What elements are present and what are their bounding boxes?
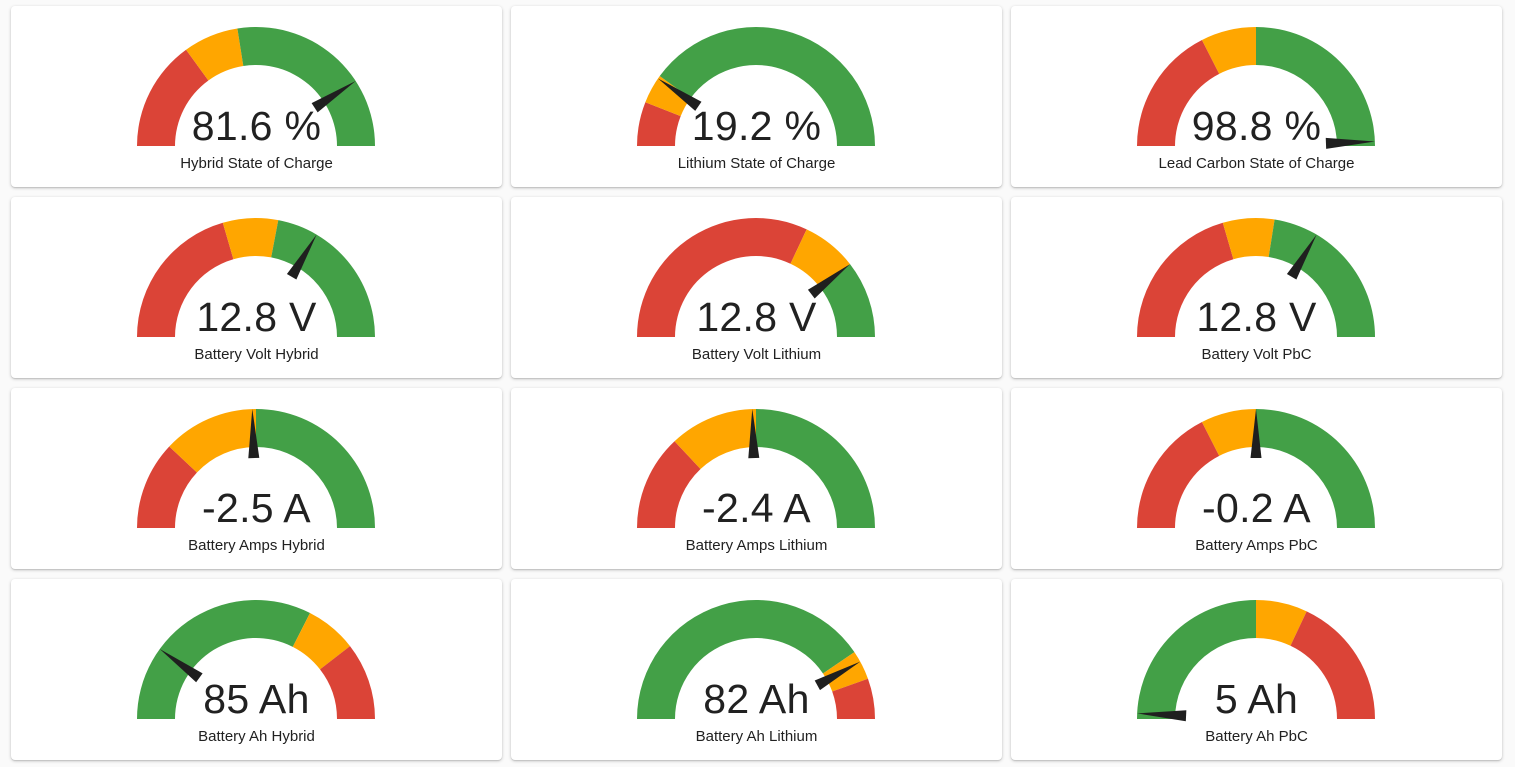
gauge-card-ah-lithium[interactable]: 82 Ah Battery Ah Lithium (511, 579, 1002, 760)
gauge-needle (1137, 710, 1187, 722)
gauge-needle (748, 409, 760, 459)
gauge-segment-green (1137, 600, 1256, 719)
gauge-volt-hybrid (137, 218, 375, 337)
gauge-segment-red (637, 217, 807, 337)
gauge-segment-red (1137, 222, 1234, 337)
gauge-segment-yellow (1222, 218, 1275, 260)
gauge-label: Battery Volt Hybrid (194, 346, 319, 363)
gauge-card-volt-pbc[interactable]: 12.8 V Battery Volt PbC (1011, 197, 1502, 378)
gauge-label: Battery Ah PbC (1205, 728, 1308, 745)
gauge-card-hybrid-soc[interactable]: 81.6 % Hybrid State of Charge (11, 6, 502, 187)
gauge-ah-lithium (637, 600, 875, 719)
gauge-label: Battery Volt PbC (1201, 346, 1312, 363)
gauge-needle (248, 409, 260, 459)
gauge-needle (1325, 137, 1375, 149)
gauge-segment-yellow (1256, 600, 1307, 646)
gauge-amps-lithium (637, 409, 875, 528)
gauge-segment-yellow (790, 229, 851, 288)
gauge-lithium-soc (637, 26, 875, 146)
gauge-segment-green (237, 26, 375, 146)
gauge-segment-yellow (186, 28, 244, 81)
gauge-card-volt-hybrid[interactable]: 12.8 V Battery Volt Hybrid (11, 197, 502, 378)
gauge-segment-green (271, 220, 375, 337)
gauge-segment-green (659, 26, 875, 146)
gauge-segment-yellow (222, 218, 279, 260)
gauge-segment-green (1268, 219, 1375, 337)
gauge-segment-green (1256, 27, 1375, 146)
gauge-value: 12.8 V (196, 294, 317, 340)
gauge-segment-yellow (645, 76, 691, 117)
gauge-segment-yellow (674, 409, 756, 469)
gauge-card-amps-lithium[interactable]: -2.4 A Battery Amps Lithium (511, 388, 1002, 569)
gauge-segment-green (820, 264, 875, 337)
gauge-value: -2.5 A (202, 485, 311, 531)
gauge-segment-red (637, 102, 681, 146)
gauge-value: 19.2 % (691, 103, 822, 149)
gauge-segment-yellow (292, 612, 351, 670)
gauge-needle (1286, 234, 1317, 280)
gauge-segment-red (137, 49, 209, 147)
gauge-segment-green (1256, 409, 1375, 528)
gauge-hybrid-soc (137, 26, 375, 147)
gauge-needle (1250, 409, 1262, 458)
gauge-value: 98.8 % (1191, 103, 1322, 149)
gauge-card-volt-lithium[interactable]: 12.8 V Battery Volt Lithium (511, 197, 1002, 378)
gauge-segment-red (1137, 421, 1220, 528)
gauge-segment-red (832, 678, 875, 719)
gauge-value: 85 Ah (203, 676, 310, 722)
gauge-label: Battery Volt Lithium (691, 346, 822, 363)
gauge-label: Battery Amps Hybrid (188, 537, 325, 554)
gauge-segment-yellow (1201, 27, 1256, 74)
gauge-card-ah-pbc[interactable]: 5 Ah Battery Ah PbC (1011, 579, 1502, 760)
gauge-segment-red (320, 646, 375, 719)
gauge-segment-red (1290, 611, 1375, 719)
gauge-volt-lithium (637, 217, 875, 337)
gauge-label: Hybrid State of Charge (180, 155, 333, 172)
gauge-amps-pbc (1137, 409, 1375, 528)
gauge-label: Battery Ah Hybrid (198, 728, 315, 745)
gauge-segment-red (137, 222, 234, 337)
gauge-value: -2.4 A (702, 485, 811, 531)
gauge-segment-green (256, 409, 375, 528)
gauge-segment-yellow (1201, 409, 1256, 456)
gauge-segment-green (637, 600, 855, 719)
gauge-value: 12.8 V (696, 294, 817, 340)
gauge-needle (311, 80, 356, 113)
gauge-volt-pbc (1137, 218, 1375, 337)
gauge-value: 81.6 % (191, 103, 322, 149)
gauge-lead-carbon-soc (1137, 27, 1375, 149)
gauge-segment-green (137, 600, 311, 719)
gauge-card-lead-carbon-soc[interactable]: 98.8 % Lead Carbon State of Charge (1011, 6, 1502, 187)
gauge-segment-red (637, 441, 701, 528)
gauge-needle (814, 661, 861, 691)
gauge-card-lithium-soc[interactable]: 19.2 % Lithium State of Charge (511, 6, 1002, 187)
gauge-value: -0.2 A (1202, 485, 1311, 531)
gauge-segment-red (137, 446, 197, 528)
gauge-label: Battery Ah Lithium (695, 728, 818, 745)
gauge-label: Battery Amps PbC (1195, 537, 1318, 554)
gauge-value: 82 Ah (703, 676, 810, 722)
gauge-card-amps-pbc[interactable]: -0.2 A Battery Amps PbC (1011, 388, 1502, 569)
gauge-segment-yellow (169, 409, 256, 473)
gauge-label: Lithium State of Charge (677, 155, 836, 172)
gauge-ah-pbc (1137, 600, 1375, 722)
gauge-ah-hybrid (137, 600, 375, 719)
gauge-label: Battery Amps Lithium (685, 537, 828, 554)
gauge-amps-hybrid (137, 409, 375, 528)
gauge-card-amps-hybrid[interactable]: -2.5 A Battery Amps Hybrid (11, 388, 502, 569)
gauge-needle (286, 234, 317, 280)
gauge-label: Lead Carbon State of Charge (1158, 155, 1355, 172)
gauge-value: 12.8 V (1196, 294, 1317, 340)
gauge-needle (807, 264, 851, 299)
gauge-segment-red (1137, 39, 1220, 146)
gauge-needle (159, 649, 203, 683)
gauge-card-ah-hybrid[interactable]: 85 Ah Battery Ah Hybrid (11, 579, 502, 760)
gauge-segment-green (756, 409, 875, 528)
gauge-value: 5 Ah (1214, 676, 1299, 722)
gauge-needle (657, 78, 702, 111)
